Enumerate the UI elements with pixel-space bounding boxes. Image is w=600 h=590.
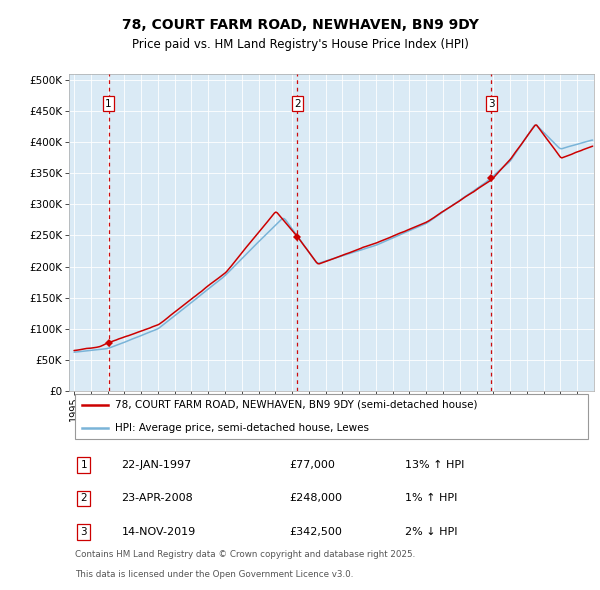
Text: 2: 2 [294,99,301,109]
Text: HPI: Average price, semi-detached house, Lewes: HPI: Average price, semi-detached house,… [115,423,369,433]
Text: 78, COURT FARM ROAD, NEWHAVEN, BN9 9DY: 78, COURT FARM ROAD, NEWHAVEN, BN9 9DY [122,18,478,32]
Text: £77,000: £77,000 [290,460,335,470]
Text: 2% ↓ HPI: 2% ↓ HPI [405,527,458,537]
Text: This data is licensed under the Open Government Licence v3.0.: This data is licensed under the Open Gov… [76,570,353,579]
Text: 13% ↑ HPI: 13% ↑ HPI [405,460,464,470]
Text: 78, COURT FARM ROAD, NEWHAVEN, BN9 9DY (semi-detached house): 78, COURT FARM ROAD, NEWHAVEN, BN9 9DY (… [115,399,478,409]
Text: 14-NOV-2019: 14-NOV-2019 [121,527,196,537]
Text: 2: 2 [80,493,87,503]
Text: Price paid vs. HM Land Registry's House Price Index (HPI): Price paid vs. HM Land Registry's House … [131,38,469,51]
Text: £342,500: £342,500 [290,527,343,537]
Text: 3: 3 [488,99,494,109]
Text: 1: 1 [80,460,87,470]
Text: 1: 1 [105,99,112,109]
Text: £248,000: £248,000 [290,493,343,503]
Text: Contains HM Land Registry data © Crown copyright and database right 2025.: Contains HM Land Registry data © Crown c… [76,550,416,559]
FancyBboxPatch shape [76,394,588,439]
Text: 3: 3 [80,527,87,537]
Text: 1% ↑ HPI: 1% ↑ HPI [405,493,457,503]
Text: 23-APR-2008: 23-APR-2008 [121,493,193,503]
Text: 22-JAN-1997: 22-JAN-1997 [121,460,192,470]
